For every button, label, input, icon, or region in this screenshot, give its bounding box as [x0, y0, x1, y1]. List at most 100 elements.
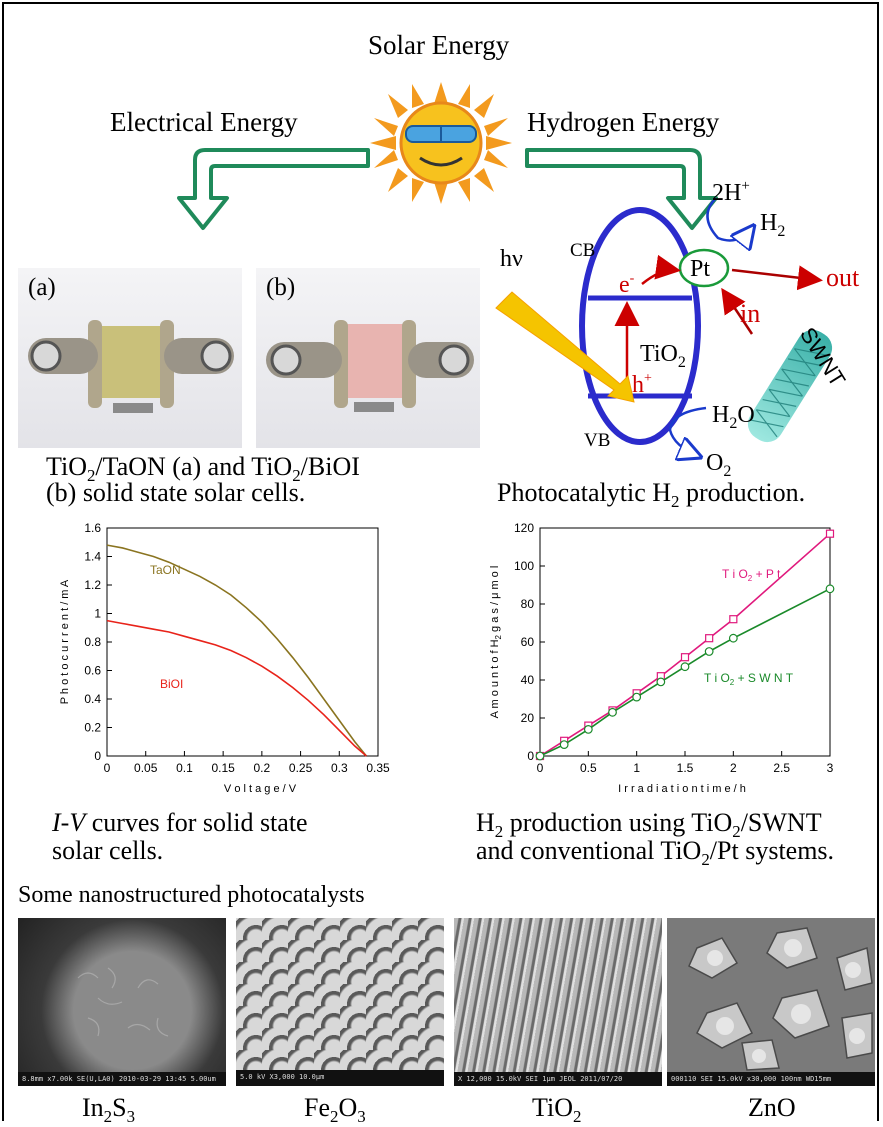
series-label-bioi: BiOI — [160, 677, 183, 691]
iv-y-tick-label: 0.2 — [84, 721, 101, 735]
iv-x-tick-label: 0.1 — [176, 761, 193, 775]
iv-x-axis-label: V o l t a g e / V — [224, 783, 297, 795]
label-hv: hν — [500, 246, 523, 272]
photocatalysis-mechanism-diagram: hν CB VB e- h+ TiO2 Pt 2H+ H2 H2O O2 out… — [495, 178, 860, 480]
h2-y-tick-label: 100 — [514, 559, 534, 573]
h2-point-circle — [608, 707, 617, 717]
h2-x-tick-label: 1 — [633, 761, 640, 775]
h2-point-circle — [680, 662, 690, 672]
h2-y-tick-label: 40 — [521, 673, 535, 687]
iv-x-tick-label: 0.35 — [366, 761, 390, 775]
sem-bar-in2s3: 8.8mm x7.00k SE(U,LA0) 2010-03-29 13:45 … — [18, 1072, 226, 1086]
label-cb: CB — [570, 240, 595, 261]
sem-bar-tio2: X 12,000 15.0kV SEI 1μm JEOL 2011/07/20 — [454, 1072, 662, 1086]
h2-point-square — [729, 615, 738, 624]
sem-bar-fe2o3: 5.0 kV X3,000 10.0μm — [236, 1070, 444, 1086]
iv-curves-chart: 0 0.05 0.1 0.15 0.2 0.25 0.3 0.35 0 0.2 0.4 0.6 0.8 1… — [59, 521, 390, 795]
h2-point-circle — [825, 584, 835, 594]
series-label-tio2-pt: T i O2 + P t — [722, 567, 781, 583]
iv-y-tick-label: 1.2 — [84, 578, 101, 592]
h2-x-tick-label: 3 — [827, 761, 834, 775]
h2-plot-frame — [539, 527, 831, 757]
iv-caption-line2: solar cells. — [52, 836, 164, 865]
h2-point-circle — [583, 724, 593, 734]
title-solar-energy: Solar Energy — [368, 30, 510, 60]
h2-y-tick-label: 120 — [514, 521, 534, 535]
green-bent-arrow-down-right-icon — [525, 148, 718, 230]
h2-point-circle — [535, 751, 545, 761]
label-h2: H2 — [760, 210, 785, 240]
nano-label-zno: ZnO — [748, 1093, 796, 1122]
label-o2: O2 — [706, 450, 731, 480]
iv-y-tick-label: 0.8 — [84, 635, 101, 649]
h2-y-tick-label: 20 — [521, 711, 535, 725]
nano-label-tio2: TiO2 — [532, 1093, 582, 1127]
sem-image-zno: 000110 SEI 15.0kV x30,000 100nm WD15mm — [667, 918, 875, 1086]
h2-x-tick-label: 1.5 — [677, 761, 694, 775]
h2-caption-line2: and conventional TiO2/Pt systems. — [476, 836, 835, 870]
h2-series-line-0 — [539, 533, 831, 757]
mechanism-caption: Photocatalytic H2 production. — [497, 478, 806, 512]
iv-x-tick-label: 0.2 — [254, 761, 271, 775]
label-vb: VB — [584, 430, 610, 451]
h2-x-tick-label: 0 — [537, 761, 544, 775]
h2-point-square — [825, 529, 835, 538]
h2-y-axis-label: A m o u n t o f H2 g a s / μ m o l — [489, 566, 503, 719]
iv-caption-line1: I-V curves for solid state — [52, 808, 308, 837]
label-h2o: H2O — [712, 402, 755, 432]
series-label-taon: TaON — [150, 563, 181, 577]
iv-y-tick-label: 0 — [94, 749, 101, 763]
h2-caption-line1: H2 production using TiO2/SWNT — [476, 808, 822, 842]
iv-x-tick-label: 0 — [104, 761, 111, 775]
h2-x-tick-label: 2 — [730, 761, 737, 775]
h2-point-circle — [559, 740, 569, 750]
h2-point-circle — [656, 677, 666, 687]
label-pt: Pt — [690, 256, 710, 282]
label-out: out — [826, 263, 860, 292]
sun-with-sunglasses-icon — [370, 82, 512, 204]
photo-label-b: (b) — [266, 274, 296, 301]
h2-y-tick-label: 80 — [521, 597, 535, 611]
h2-production-chart: 0 0.5 1 1.5 2 2.5 3 0 20 40 60 80 100 120 I r r a d i… — [489, 521, 835, 795]
h2-point-circle — [704, 647, 714, 656]
photo-label-a: (a) — [28, 274, 56, 301]
solar-cell-photo-b: (b) — [256, 268, 480, 448]
sem-image-tio2: X 12,000 15.0kV SEI 1μm JEOL 2011/07/20 — [454, 918, 662, 1086]
nano-label-in2s3: In2S3 — [82, 1093, 136, 1127]
iv-plot-frame — [106, 527, 379, 757]
h2-series-line-1 — [539, 588, 831, 757]
label-tio2-center: TiO2 — [640, 341, 686, 371]
h2-point-square — [705, 634, 714, 643]
sem-image-in2s3: 8.8mm x7.00k SE(U,LA0) 2010-03-29 13:45 … — [18, 918, 226, 1086]
nano-label-fe2o3: Fe2O3 — [304, 1093, 366, 1127]
sem-image-fe2o3: 5.0 kV X3,000 10.0μm — [236, 918, 444, 1086]
iv-x-tick-label: 0.15 — [211, 761, 235, 775]
sem-bar-zno: 000110 SEI 15.0kV x30,000 100nm WD15mm — [667, 1072, 875, 1086]
iv-y-tick-label: 0.6 — [84, 664, 101, 678]
label-in: in — [740, 299, 760, 328]
h2-y-tick-label: 0 — [527, 749, 534, 763]
label-hydrogen-energy: Hydrogen Energy — [527, 107, 720, 137]
solar-cell-photo-a: (a) — [18, 268, 242, 448]
label-hole: h+ — [632, 371, 652, 398]
photos-caption-line2: (b) solid state solar cells. — [46, 478, 306, 507]
photos-caption-line1: TiO2/TaON (a) and TiO2/BiOI — [46, 452, 360, 486]
h2-point-square — [680, 653, 690, 662]
iv-y-tick-label: 1.6 — [84, 521, 101, 535]
iv-y-tick-label: 1 — [94, 607, 101, 621]
label-2h-plus: 2H+ — [712, 178, 750, 206]
nano-heading: Some nanostructured photocatalysts — [18, 882, 365, 908]
h2-x-tick-label: 0.5 — [580, 761, 597, 775]
green-bent-arrow-down-left-icon — [177, 148, 370, 230]
h2-x-tick-label: 2.5 — [773, 761, 790, 775]
iv-y-tick-label: 0.4 — [84, 692, 101, 706]
iv-x-tick-label: 0.05 — [134, 761, 158, 775]
label-electron: e- — [619, 271, 635, 298]
iv-x-tick-label: 0.25 — [289, 761, 313, 775]
iv-y-axis-label: P h o t o c u r r e n t / m A — [59, 579, 71, 704]
h2-x-axis-label: I r r a d i a t i o n t i m e / h — [618, 783, 746, 795]
iv-y-tick-label: 1.4 — [84, 550, 101, 564]
series-label-tio2-swnt: T i O2 + S W N T — [704, 671, 794, 687]
label-electrical-energy: Electrical Energy — [110, 107, 298, 137]
